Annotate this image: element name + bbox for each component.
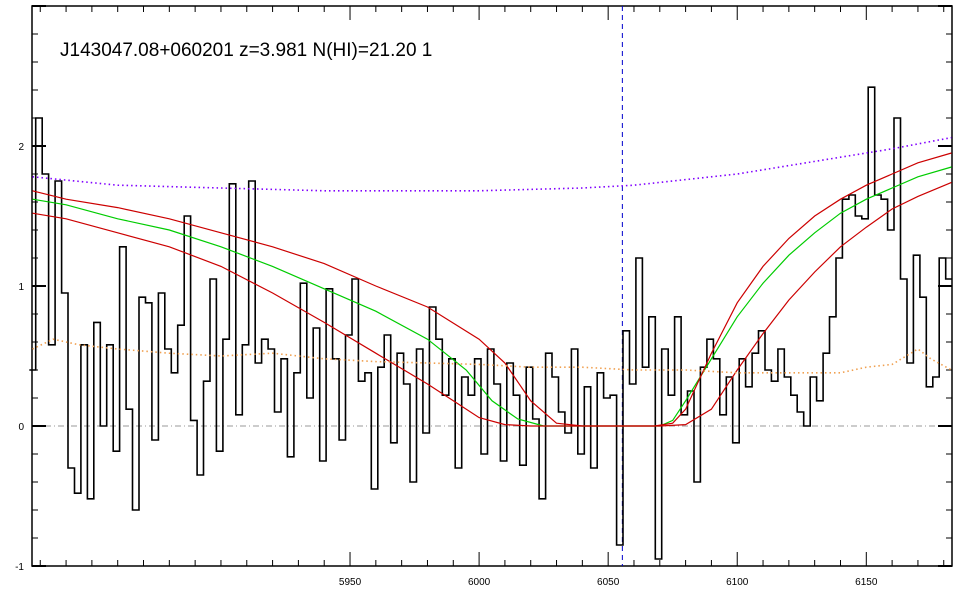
x-tick-label: 6050	[597, 577, 620, 588]
flux-histogram-line	[29, 86, 953, 560]
x-tick-label: 6150	[855, 577, 878, 588]
dotted-series-line-4	[32, 136, 952, 192]
y-tick-label: -1	[15, 562, 24, 573]
chart-title: J143047.08+060201 z=3.981 N(HI)=21.20 1	[60, 40, 432, 61]
axes-layer: 5950 6000 6050 6100 6150 -1 0 1 2	[15, 5, 953, 588]
y-tick-label: 0	[18, 422, 24, 433]
x-tick-label: 6000	[468, 577, 491, 588]
dotted-series-line-5	[32, 338, 952, 374]
y-tick-label: 2	[18, 142, 24, 153]
x-tick-label: 5950	[339, 577, 362, 588]
series-layer	[29, 6, 953, 566]
y-tick-label: 1	[18, 282, 24, 293]
model-curve-line-3	[32, 181, 952, 427]
x-tick-label: 6100	[726, 577, 749, 588]
